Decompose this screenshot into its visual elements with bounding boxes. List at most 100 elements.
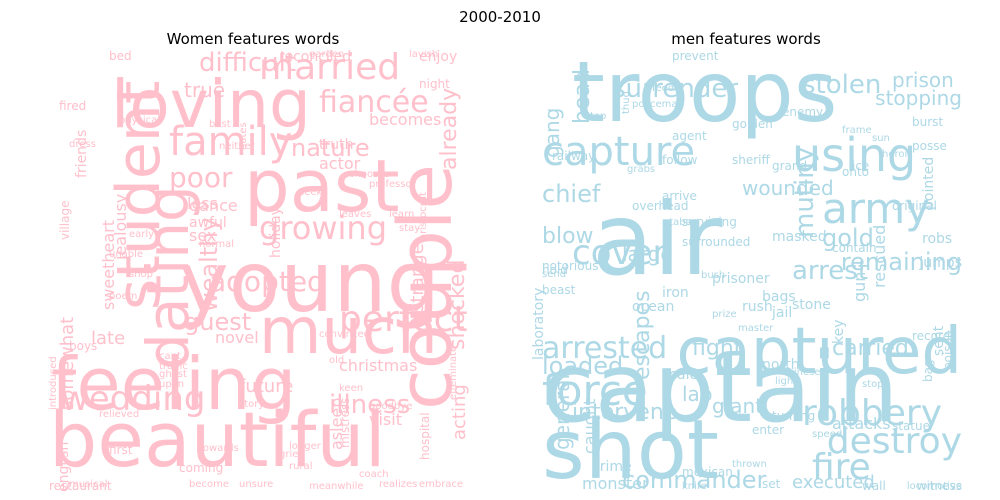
- men-word: original: [892, 199, 937, 213]
- women-word: first: [109, 443, 133, 457]
- women-word: holiday: [268, 207, 284, 258]
- women-word: hospital: [418, 412, 432, 460]
- women-word: embrace: [419, 479, 464, 490]
- women-word: musical: [69, 479, 108, 490]
- men-word: bush: [701, 270, 726, 281]
- women-word: unsure: [239, 479, 274, 490]
- men-word: capture: [542, 129, 696, 175]
- men-word: posse: [912, 139, 947, 153]
- men-word: onto: [842, 165, 869, 179]
- men-word: using: [792, 128, 917, 182]
- women-word: friends: [74, 129, 90, 178]
- women-word: poem: [109, 291, 138, 302]
- women-word: convinced: [319, 329, 370, 340]
- women-panel-title: Women features words: [166, 30, 340, 48]
- men-word: robs: [922, 231, 953, 247]
- women-word: old: [329, 355, 345, 366]
- women-word: stay: [399, 223, 421, 234]
- men-word: troops: [572, 50, 838, 141]
- women-word: bed: [109, 50, 132, 63]
- men-word: intervene: [572, 400, 678, 425]
- women-word: meanwhile: [309, 481, 364, 492]
- men-word: record: [912, 329, 951, 343]
- men-word: rescued: [870, 224, 889, 288]
- men-word: sun: [872, 133, 890, 144]
- women-word: aristocrat: [418, 192, 429, 240]
- men-word: beast: [542, 283, 576, 297]
- women-word: young: [179, 233, 440, 331]
- figure-suptitle: 2000-2010: [459, 8, 541, 26]
- women-word: family: [169, 119, 293, 165]
- men-word: jumps: [919, 255, 962, 271]
- men-word: hold: [542, 263, 568, 277]
- men-word: prisoner: [712, 271, 770, 287]
- men-word: follow: [662, 153, 698, 167]
- women-wordcloud: beautiful young feeling loving past student da…: [39, 50, 469, 492]
- men-word: key: [831, 319, 847, 344]
- men-word: caught: [580, 398, 599, 454]
- men-word: contain: [832, 241, 877, 255]
- men-word: enter: [752, 423, 785, 437]
- men-word: blow: [542, 224, 594, 249]
- men-word: monster: [582, 474, 649, 492]
- men-word: stabs: [664, 217, 691, 228]
- men-word: policeman: [632, 99, 684, 110]
- men-word: lab: [682, 382, 713, 406]
- men-word: captain: [542, 332, 899, 444]
- men-word: gold: [822, 224, 874, 252]
- women-word: loving: [111, 66, 311, 143]
- women-word: upon: [159, 379, 185, 390]
- women-word: shop: [129, 269, 154, 280]
- men-word: prevent: [672, 50, 719, 63]
- men-wordcloud: captain shot air troops captured capture using…: [532, 50, 962, 492]
- men-word: arrested: [542, 331, 668, 366]
- women-word: realizes: [379, 479, 418, 490]
- women-word: already: [437, 87, 462, 170]
- men-word: ice: [852, 159, 870, 173]
- women-word: night: [419, 77, 450, 91]
- women-word: village: [58, 200, 72, 240]
- men-word: send: [542, 269, 567, 280]
- men-word: rush: [742, 299, 773, 315]
- men-word: feed: [652, 83, 675, 94]
- men-word: frame: [842, 125, 872, 136]
- women-word: growing: [259, 209, 387, 247]
- men-word: destroy: [826, 421, 962, 462]
- men-panel-title: men features words: [671, 30, 821, 48]
- women-word: grief: [279, 449, 302, 460]
- women-word: normal: [199, 239, 235, 250]
- men-word: surviving: [682, 215, 737, 229]
- women-word: mistress: [338, 397, 352, 448]
- women-word: difficult: [199, 50, 297, 78]
- men-word: scale: [662, 367, 699, 383]
- men-word: wall: [862, 479, 886, 492]
- men-word: general: [550, 373, 574, 450]
- women-word: tragic: [159, 361, 188, 372]
- women-word: leaves: [339, 209, 372, 220]
- men-word: speed: [812, 429, 843, 440]
- men-word: commander: [622, 466, 767, 492]
- women-word: truth: [319, 137, 354, 153]
- women-word: illness: [329, 390, 411, 420]
- women-word: learn: [389, 209, 415, 220]
- men-word: cover: [572, 233, 667, 273]
- women-word: past: [244, 144, 400, 228]
- men-word: air: [592, 181, 723, 298]
- men-word: grand: [772, 159, 808, 173]
- women-word: beautiful: [49, 395, 386, 484]
- men-word: chinese: [782, 367, 821, 378]
- women-word: keen: [339, 383, 364, 394]
- women-word: chooses: [349, 169, 390, 180]
- women-word: dance: [189, 196, 238, 215]
- women-word: strange: [407, 243, 428, 312]
- men-word: thrown: [732, 459, 767, 470]
- men-word: army: [822, 184, 931, 233]
- men-word: north: [762, 357, 800, 373]
- women-word: novel: [215, 328, 259, 347]
- men-word: ocean: [632, 299, 675, 315]
- women-word: coming: [179, 461, 224, 475]
- men-word: remaining: [840, 248, 962, 276]
- women-word: awful: [189, 215, 227, 231]
- women-word: poor: [169, 161, 233, 194]
- women-word: true: [184, 78, 226, 102]
